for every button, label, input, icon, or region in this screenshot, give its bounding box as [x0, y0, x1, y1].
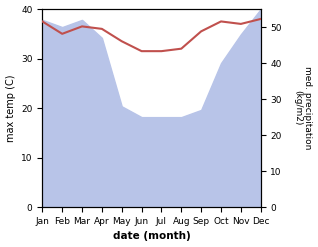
Y-axis label: max temp (C): max temp (C): [5, 74, 16, 142]
X-axis label: date (month): date (month): [113, 231, 190, 242]
Y-axis label: med. precipitation
(kg/m2): med. precipitation (kg/m2): [293, 66, 313, 150]
